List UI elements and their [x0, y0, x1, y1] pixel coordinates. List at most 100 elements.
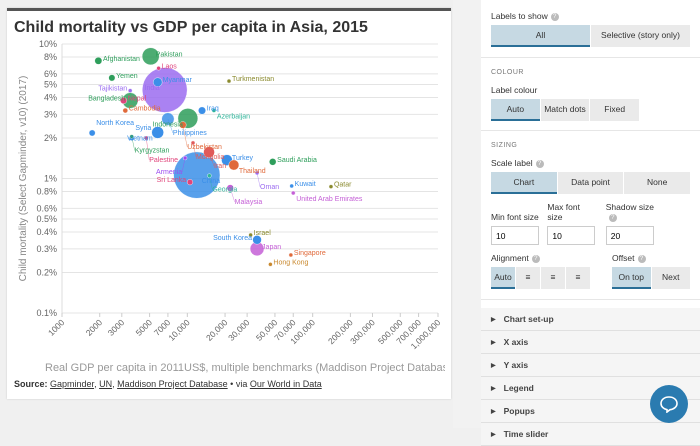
section-time-slider[interactable]: ▶ Time slider [481, 423, 700, 446]
scale-label-label: Scale label [491, 158, 533, 168]
data-label: Malaysia [235, 199, 263, 206]
colour-match-dots-option[interactable]: Match dots [540, 99, 590, 121]
align-center-icon[interactable]: ≡ [541, 267, 565, 289]
label-colour-label: Label colour [491, 85, 538, 95]
data-label: Thailand [239, 168, 266, 175]
data-point [129, 134, 134, 139]
data-label: Qatar [334, 182, 352, 189]
data-point [142, 67, 188, 113]
source-link-maddison[interactable]: Maddison Project Database [117, 379, 228, 389]
data-point [211, 108, 217, 113]
section-y-axis[interactable]: ▶ Y axis [481, 354, 700, 377]
data-point [328, 184, 334, 189]
colour-auto-option[interactable]: Auto [491, 99, 540, 121]
shadow-size-label: Shadow size [605, 202, 654, 212]
label-leader-line [209, 175, 213, 190]
data-point [228, 159, 240, 171]
max-font-label: Max font size [547, 202, 580, 222]
data-label: Syria [135, 125, 151, 132]
scale-chart-option[interactable]: Chart [491, 172, 557, 194]
align-right-icon[interactable]: ≡ [566, 267, 590, 289]
x-tick-label: 2000 [84, 317, 105, 338]
scroll-gutter [453, 0, 482, 428]
data-point [198, 106, 206, 115]
scale-data-point-option[interactable]: Data point [557, 172, 624, 194]
help-icon[interactable]: ? [535, 159, 544, 168]
data-point [108, 74, 116, 82]
source-link-owid[interactable]: Our World in Data [249, 379, 322, 389]
label-leader-line [256, 172, 261, 187]
x-axis-label: Real GDP per capita in 2011US$, multiple… [45, 362, 445, 374]
help-icon[interactable]: ? [637, 254, 646, 263]
x-tick-label: 300,000 [348, 317, 377, 346]
data-point [151, 126, 164, 139]
data-label: Israel [254, 230, 272, 237]
data-label: Singapore [294, 250, 326, 257]
data-label: Vietnam [127, 135, 153, 142]
source-line: Source: Gapminder, UN, Maddison Project … [14, 379, 322, 389]
label-leader-line [230, 187, 235, 203]
align-left-icon[interactable]: ≡ [516, 267, 540, 289]
max-font-input[interactable] [547, 226, 596, 245]
y-tick-label: 1% [44, 174, 57, 184]
data-label: Azerbaijan [217, 114, 250, 121]
chat-button[interactable] [650, 385, 688, 423]
source-link-un[interactable]: UN [99, 379, 113, 389]
section-label: Y axis [503, 360, 529, 370]
colour-heading: COLOUR [491, 69, 524, 76]
help-icon[interactable]: ? [608, 213, 617, 222]
data-label: Yemen [116, 73, 138, 80]
section-x-axis[interactable]: ▶ X axis [481, 331, 700, 354]
label-leader-line [181, 157, 186, 173]
data-labels: Pakistan Afghanistan Laos Yemen Turkmenistan… [88, 51, 363, 266]
y-tick-label: 4% [44, 93, 57, 103]
y-tick-label: 6% [44, 69, 57, 79]
data-label: Japan [262, 244, 281, 251]
caret-right-icon: ▶ [491, 385, 496, 392]
data-label: Pakistan [156, 51, 183, 58]
data-point [288, 252, 294, 258]
data-point [252, 235, 262, 245]
labels-all-option[interactable]: All [491, 25, 590, 47]
section-legend[interactable]: ▶ Legend [481, 377, 700, 400]
data-point [122, 107, 128, 114]
chart-card: Child mortality vs GDP per capita in Asi… [7, 8, 451, 399]
section-popups[interactable]: ▶ Popups [481, 400, 700, 423]
caret-right-icon: ▶ [491, 316, 496, 323]
label-leaders [131, 118, 261, 203]
min-font-label: Min font size [491, 212, 539, 222]
data-label: Myanmar [163, 77, 193, 84]
section-label: Popups [503, 406, 535, 416]
labels-selective-option[interactable]: Selective (story only) [591, 25, 690, 47]
chat-bubble-icon [660, 396, 678, 413]
source-link-gapminder[interactable]: Gapminder [50, 379, 95, 389]
labels-to-show-label: Labels to show [491, 11, 548, 21]
help-icon[interactable]: ? [550, 12, 559, 21]
offset-next-option[interactable]: Next [651, 267, 690, 289]
shadow-size-input[interactable] [605, 226, 654, 245]
data-point [127, 88, 133, 93]
data-label: Uzbekistan [187, 144, 222, 151]
data-point [291, 190, 296, 196]
align-auto-option[interactable]: Auto [491, 267, 515, 289]
data-label: Nepal [128, 96, 147, 103]
data-point [141, 47, 160, 66]
data-point [153, 77, 163, 87]
section-label: Time slider [503, 429, 549, 439]
data-point [268, 262, 273, 267]
section-chart-set-up[interactable]: ▶ Chart set-up [481, 308, 700, 331]
min-font-input[interactable] [491, 226, 539, 245]
offset-on-top-option[interactable]: On top [612, 267, 651, 289]
data-point [94, 56, 103, 65]
scatter-plot: 10% 8% 6%5% 4% 3% 2% 1% 0.8% 0.6%0.5% 0.4% 0.3% 0.2… [18, 39, 443, 351]
caret-right-icon: ▶ [491, 408, 496, 415]
data-point [173, 151, 221, 199]
colour-fixed-option[interactable]: Fixed [590, 99, 640, 121]
help-icon[interactable]: ? [531, 254, 540, 263]
scale-none-option[interactable]: None [624, 172, 691, 194]
label-leader-line [182, 124, 188, 148]
offset-label: Offset [612, 253, 635, 263]
data-point [269, 158, 277, 166]
data-point [156, 66, 161, 71]
alignment-label: Alignment [491, 253, 529, 263]
